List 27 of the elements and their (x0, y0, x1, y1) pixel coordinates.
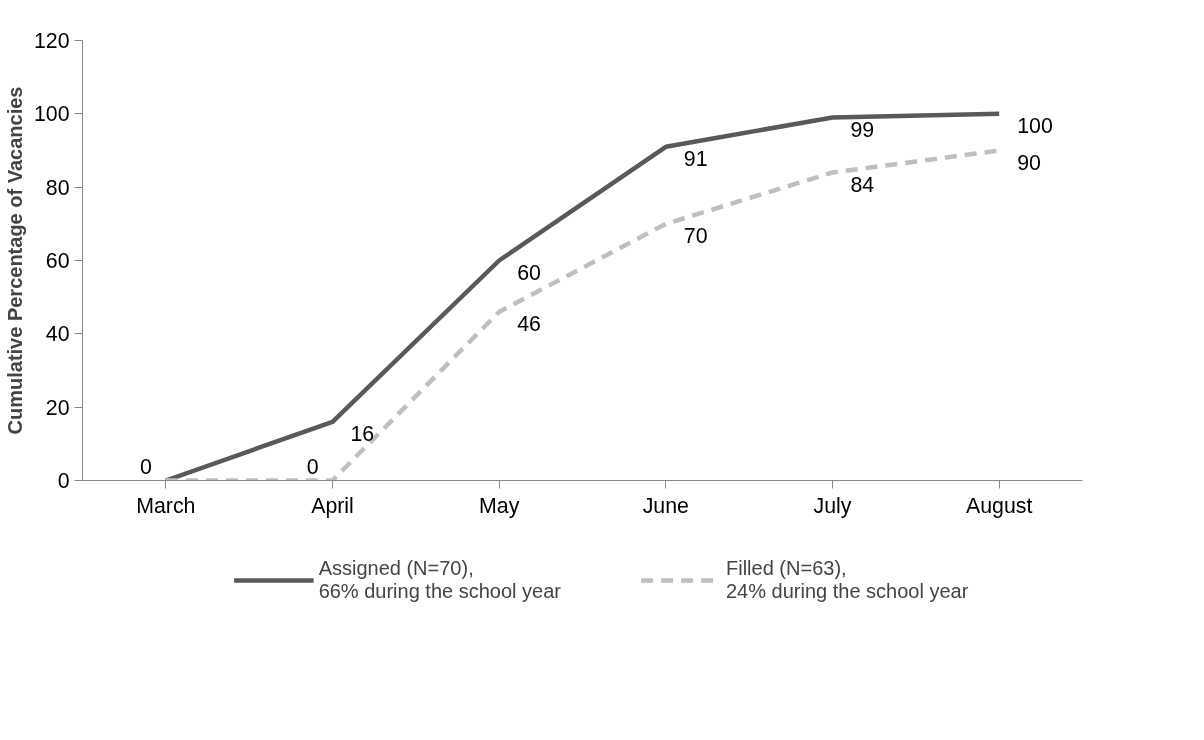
data-label: 84 (850, 173, 875, 197)
y-tick-label: 0 (57, 469, 70, 493)
x-tick-label: August (965, 493, 1033, 518)
data-label: 70 (683, 224, 708, 249)
data-label: 90 (1017, 151, 1042, 175)
y-tick-label: 20 (45, 395, 70, 420)
x-tick-label: July (813, 493, 852, 518)
legend-label: Filled (N=63), 24% during the school year (726, 557, 969, 603)
data-label: 60 (517, 261, 542, 285)
x-tick-label: May (479, 493, 520, 518)
x-tick-label: March (136, 493, 196, 518)
x-tick-label: June (642, 493, 689, 518)
y-tick-label: 100 (33, 102, 70, 127)
data-label: 0 (306, 455, 319, 479)
legend-label: Assigned (N=70), 66% during the school year (318, 557, 561, 603)
y-tick-label: 60 (45, 249, 70, 273)
x-tick-label: April (311, 493, 354, 518)
data-label: 0 (139, 455, 152, 479)
data-label: 46 (517, 312, 541, 337)
data-label: 100 (1017, 114, 1053, 139)
data-label: 16 (350, 422, 375, 447)
data-label: 91 (683, 147, 708, 172)
y-axis-title: Cumulative Percentage of Vacancies (3, 86, 26, 435)
y-tick-label: 40 (45, 322, 70, 347)
y-tick-label: 120 (33, 29, 70, 53)
data-label: 99 (850, 118, 875, 142)
y-tick-label: 80 (45, 175, 70, 200)
